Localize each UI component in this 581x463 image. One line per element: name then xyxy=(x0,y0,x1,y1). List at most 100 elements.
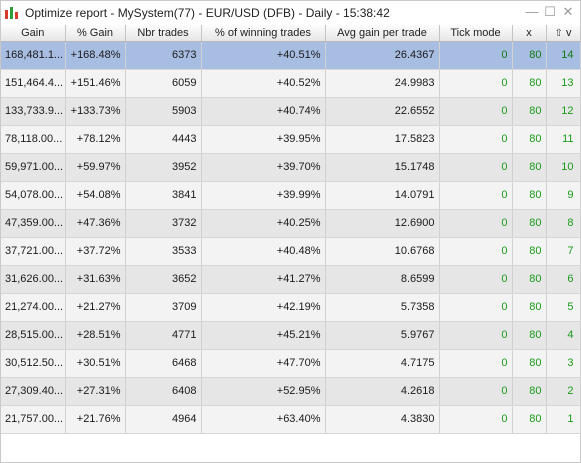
window-controls: — ☐ ✕ xyxy=(524,4,576,20)
cell-pct-gain: +59.97% xyxy=(65,153,126,182)
cell-v: 14 xyxy=(546,41,581,70)
cell-pct-gain: +31.63% xyxy=(65,265,126,294)
cell-gain: 21,757.00... xyxy=(1,405,66,434)
cell-nbr-trades: 3652 xyxy=(125,265,202,294)
cell-pct-gain: +37.72% xyxy=(65,237,126,266)
column-header-gain[interactable]: Gain xyxy=(1,25,66,42)
results-table: Gain % Gain Nbr trades % of winning trad… xyxy=(1,25,581,434)
cell-v: 2 xyxy=(546,377,581,406)
cell-v: 4 xyxy=(546,321,581,350)
table-row[interactable]: 30,512.50... +30.51% 6468 +47.70% 4.7175 0 80 3 xyxy=(1,349,581,378)
cell-pct-winning: +52.95% xyxy=(201,377,326,406)
close-icon[interactable]: ✕ xyxy=(562,4,574,19)
cell-gain: 151,464.4... xyxy=(1,69,66,98)
title-bar[interactable]: Optimize report - MySystem(77) - EUR/USD… xyxy=(1,1,580,25)
cell-avg-gain: 4.2618 xyxy=(325,377,440,406)
cell-avg-gain: 14.0791 xyxy=(325,181,440,210)
table-row[interactable]: 27,309.40... +27.31% 6408 +52.95% 4.2618 0 80 2 xyxy=(1,377,581,406)
column-header-v[interactable]: ⇧ v xyxy=(546,25,581,42)
chart-bars-icon xyxy=(4,5,20,21)
cell-tick-mode: 0 xyxy=(439,41,513,70)
cell-pct-gain: +21.27% xyxy=(65,293,126,322)
cell-pct-winning: +39.70% xyxy=(201,153,326,182)
cell-x: 80 xyxy=(512,349,547,378)
column-header-avg-gain[interactable]: Avg gain per trade xyxy=(325,25,440,42)
cell-gain: 168,481.1... xyxy=(1,41,66,70)
table-row[interactable]: 78,118.00... +78.12% 4443 +39.95% 17.5823 0 80… xyxy=(1,125,581,154)
cell-nbr-trades: 3533 xyxy=(125,237,202,266)
table-row[interactable]: 21,757.00... +21.76% 4964 +63.40% 4.3830 0 80 1 xyxy=(1,405,581,434)
column-header-nbr-trades[interactable]: Nbr trades xyxy=(125,25,202,42)
cell-pct-winning: +40.48% xyxy=(201,237,326,266)
cell-avg-gain: 15.1748 xyxy=(325,153,440,182)
cell-gain: 37,721.00... xyxy=(1,237,66,266)
cell-pct-winning: +41.27% xyxy=(201,265,326,294)
column-header-tick-mode[interactable]: Tick mode xyxy=(439,25,513,42)
cell-pct-gain: +133.73% xyxy=(65,97,126,126)
cell-nbr-trades: 5903 xyxy=(125,97,202,126)
column-header-x[interactable]: x xyxy=(512,25,547,42)
cell-x: 80 xyxy=(512,377,547,406)
cell-x: 80 xyxy=(512,265,547,294)
column-header-pct-winning[interactable]: % of winning trades xyxy=(201,25,326,42)
table-row[interactable]: 31,626.00... +31.63% 3652 +41.27% 8.6599 0 80 6 xyxy=(1,265,581,294)
cell-avg-gain: 12.6900 xyxy=(325,209,440,238)
cell-gain: 21,274.00... xyxy=(1,293,66,322)
table-row[interactable]: 133,733.9... +133.73% 5903 +40.74% 22.6552 0 8… xyxy=(1,97,581,126)
cell-nbr-trades: 6059 xyxy=(125,69,202,98)
cell-gain: 28,515.00... xyxy=(1,321,66,350)
table-row[interactable]: 21,274.00... +21.27% 3709 +42.19% 5.7358 0 80 5 xyxy=(1,293,581,322)
table-row[interactable]: 59,971.00... +59.97% 3952 +39.70% 15.1748 0 80… xyxy=(1,153,581,182)
cell-gain: 47,359.00... xyxy=(1,209,66,238)
column-header-pct-gain[interactable]: % Gain xyxy=(65,25,126,42)
cell-tick-mode: 0 xyxy=(439,321,513,350)
cell-gain: 31,626.00... xyxy=(1,265,66,294)
cell-pct-winning: +40.51% xyxy=(201,41,326,70)
cell-x: 80 xyxy=(512,321,547,350)
cell-gain: 59,971.00... xyxy=(1,153,66,182)
cell-avg-gain: 8.6599 xyxy=(325,265,440,294)
cell-x: 80 xyxy=(512,125,547,154)
cell-gain: 133,733.9... xyxy=(1,97,66,126)
cell-nbr-trades: 6408 xyxy=(125,377,202,406)
window-title: Optimize report - MySystem(77) - EUR/USD… xyxy=(25,6,390,20)
cell-x: 80 xyxy=(512,293,547,322)
cell-v: 1 xyxy=(546,405,581,434)
table-row[interactable]: 47,359.00... +47.36% 3732 +40.25% 12.6900 0 80… xyxy=(1,209,581,238)
table-row[interactable]: 151,464.4... +151.46% 6059 +40.52% 24.9983 0 8… xyxy=(1,69,581,98)
table-row[interactable]: 37,721.00... +37.72% 3533 +40.48% 10.6768 0 80… xyxy=(1,237,581,266)
cell-v: 13 xyxy=(546,69,581,98)
table-row[interactable]: 168,481.1... +168.48% 6373 +40.51% 26.4367 0 8… xyxy=(1,41,581,70)
column-header-v-label: v xyxy=(565,26,572,39)
cell-nbr-trades: 6373 xyxy=(125,41,202,70)
cell-pct-winning: +63.40% xyxy=(201,405,326,434)
cell-tick-mode: 0 xyxy=(439,97,513,126)
cell-nbr-trades: 4771 xyxy=(125,321,202,350)
cell-v: 11 xyxy=(546,125,581,154)
cell-pct-winning: +47.70% xyxy=(201,349,326,378)
cell-x: 80 xyxy=(512,153,547,182)
table-row[interactable]: 28,515.00... +28.51% 4771 +45.21% 5.9767 0 80 4 xyxy=(1,321,581,350)
maximize-icon[interactable]: ☐ xyxy=(544,4,556,19)
cell-pct-winning: +40.52% xyxy=(201,69,326,98)
cell-tick-mode: 0 xyxy=(439,125,513,154)
minimize-icon[interactable]: — xyxy=(525,4,539,19)
cell-tick-mode: 0 xyxy=(439,69,513,98)
cell-pct-winning: +42.19% xyxy=(201,293,326,322)
cell-nbr-trades: 3841 xyxy=(125,181,202,210)
cell-avg-gain: 17.5823 xyxy=(325,125,440,154)
cell-nbr-trades: 6468 xyxy=(125,349,202,378)
cell-gain: 30,512.50... xyxy=(1,349,66,378)
cell-tick-mode: 0 xyxy=(439,181,513,210)
table-row[interactable]: 54,078.00... +54.08% 3841 +39.99% 14.0791 0 80… xyxy=(1,181,581,210)
cell-v: 6 xyxy=(546,265,581,294)
cell-pct-gain: +28.51% xyxy=(65,321,126,350)
cell-tick-mode: 0 xyxy=(439,377,513,406)
cell-x: 80 xyxy=(512,41,547,70)
cell-pct-winning: +45.21% xyxy=(201,321,326,350)
cell-avg-gain: 22.6552 xyxy=(325,97,440,126)
cell-avg-gain: 5.7358 xyxy=(325,293,440,322)
cell-pct-gain: +30.51% xyxy=(65,349,126,378)
cell-tick-mode: 0 xyxy=(439,153,513,182)
